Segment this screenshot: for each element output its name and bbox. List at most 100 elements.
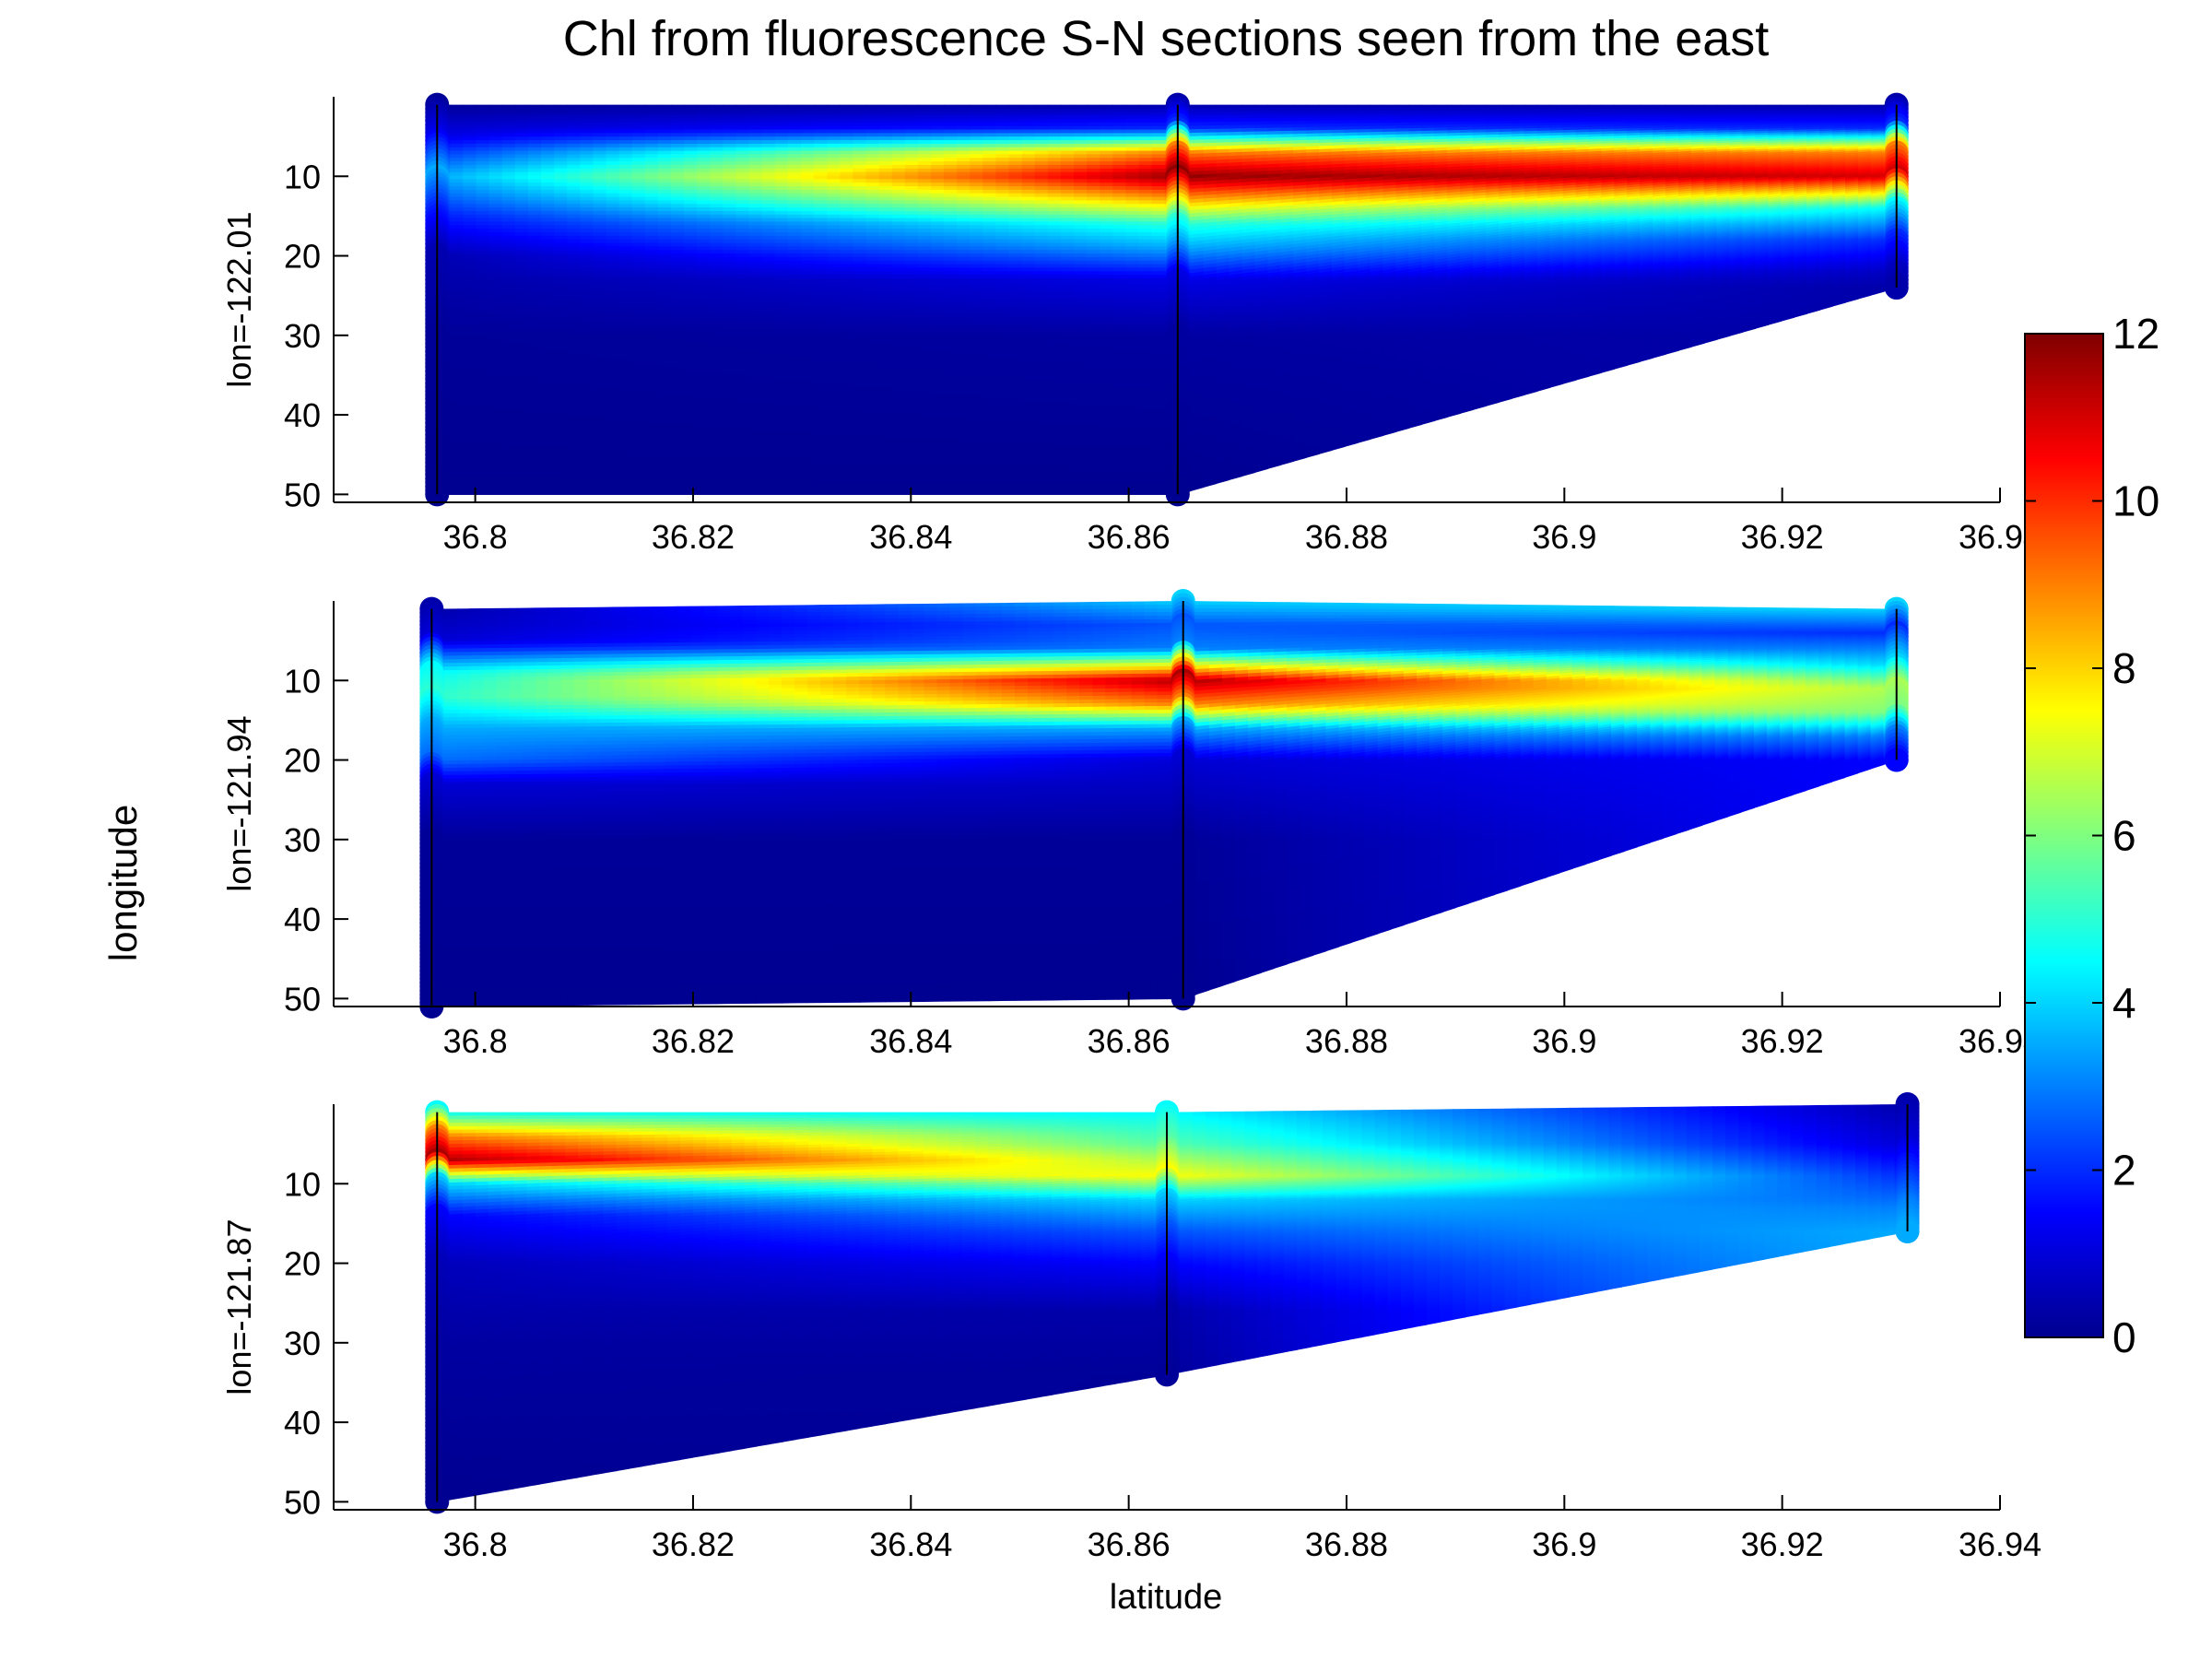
section-cell [528, 282, 542, 286]
section-cell [502, 367, 516, 371]
section-cell [489, 200, 503, 204]
section-cell [463, 144, 477, 147]
section-cell [463, 197, 477, 201]
section-cell [658, 250, 672, 253]
section-cell [528, 243, 542, 247]
section-cell [593, 356, 606, 359]
section-cell [593, 190, 606, 194]
section-cell [489, 300, 503, 303]
section-cell [515, 257, 529, 261]
section-cell [645, 108, 659, 112]
section-cell [463, 353, 477, 357]
section-cell [645, 452, 659, 455]
section-cell [567, 384, 581, 388]
section-cell [567, 197, 581, 201]
section-cell [593, 413, 606, 417]
section-cell [450, 158, 464, 161]
section-cell [502, 151, 516, 155]
section-cell [463, 288, 477, 292]
section-cell [489, 374, 503, 378]
section-cell [658, 236, 672, 240]
section-cell [502, 374, 516, 378]
section-cell [554, 338, 568, 342]
section-cell [450, 253, 464, 257]
section-cell [567, 424, 581, 428]
section-cell [619, 473, 633, 477]
section-cell [632, 384, 646, 388]
section-cell [580, 424, 594, 428]
section-cell [554, 392, 568, 395]
section-cell [489, 424, 503, 428]
section-cell [515, 200, 529, 204]
section-cell [567, 445, 581, 449]
section-cell [502, 229, 516, 232]
section-cell [515, 105, 529, 109]
section-cell [606, 236, 620, 240]
section-cell [580, 200, 594, 204]
section-cell [541, 115, 555, 119]
section-cell [593, 371, 606, 374]
section-cell [606, 488, 620, 491]
section-cell [477, 477, 490, 480]
section-cell [606, 253, 620, 257]
section-cell [515, 374, 529, 378]
section-cell [477, 169, 490, 172]
section-cell [515, 335, 529, 338]
section-cell [515, 292, 529, 296]
section-cell [632, 313, 646, 317]
section-cell [541, 207, 555, 211]
section-cell [567, 356, 581, 359]
section-cell [606, 154, 620, 158]
section-cell [567, 317, 581, 321]
section-cell [477, 282, 490, 286]
section-cell [580, 172, 594, 176]
section-cell [541, 317, 555, 321]
section-cell [658, 253, 672, 257]
section-cell [541, 356, 555, 359]
section-cell [619, 300, 633, 303]
section-cell [463, 123, 477, 126]
section-cell [554, 267, 568, 271]
section-cell [619, 130, 633, 134]
section-cell [554, 409, 568, 413]
section-cell [541, 292, 555, 296]
section-cell [645, 265, 659, 268]
section-cell [645, 406, 659, 409]
section-cell [515, 303, 529, 307]
section-cell [502, 346, 516, 349]
section-cell [541, 123, 555, 126]
section-cell [541, 175, 555, 179]
section-cell [619, 399, 633, 403]
section-cell [489, 335, 503, 338]
section-cell [580, 108, 594, 112]
section-cell [606, 363, 620, 367]
section-cell [632, 307, 646, 311]
section-cell [450, 175, 464, 179]
section-cell [567, 491, 581, 495]
section-cell [632, 115, 646, 119]
section-cell [632, 466, 646, 470]
section-cell [463, 388, 477, 392]
section-cell [528, 261, 542, 265]
section-cell [554, 296, 568, 300]
section-cell [515, 126, 529, 130]
section-cell [606, 313, 620, 317]
section-cell [619, 430, 633, 434]
section-cell [580, 175, 594, 179]
section-cell [463, 303, 477, 307]
section-cell [606, 186, 620, 190]
section-cell [593, 296, 606, 300]
section-cell [645, 288, 659, 292]
section-cell [619, 133, 633, 136]
section-cell [489, 115, 503, 119]
section-cell [606, 353, 620, 357]
section-cell [619, 448, 633, 452]
section-cell [528, 424, 542, 428]
section-cell [463, 409, 477, 413]
section-cell [541, 381, 555, 384]
section-cell [606, 321, 620, 324]
section-cell [463, 307, 477, 311]
section-cell [632, 463, 646, 466]
section-cell [489, 229, 503, 232]
section-cell [593, 130, 606, 134]
